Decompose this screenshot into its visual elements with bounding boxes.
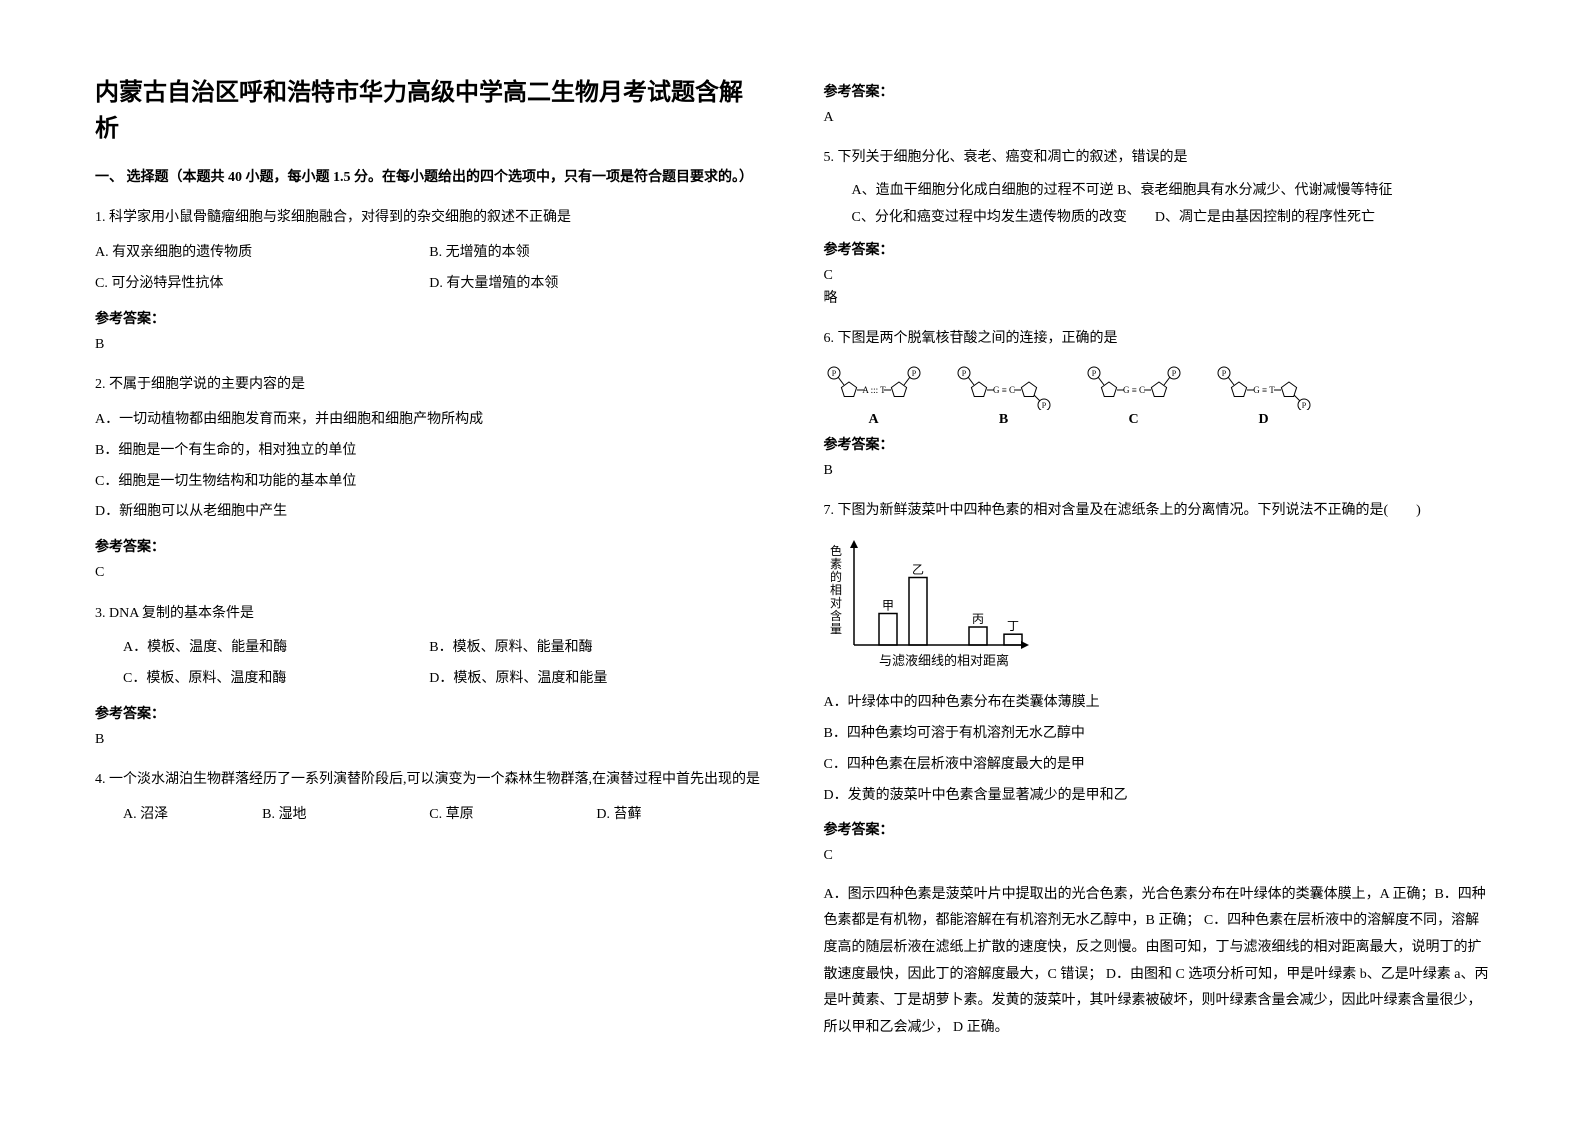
q1-text: 1. 科学家用小鼠骨髓瘤细胞与浆细胞融合，对得到的杂交细胞的叙述不正确是 xyxy=(95,203,764,234)
q7-answer: C xyxy=(824,845,1493,867)
answer-label: 参考答案： xyxy=(824,239,1493,259)
question-1: 1. 科学家用小鼠骨髓瘤细胞与浆细胞融合，对得到的杂交细胞的叙述不正确是 A. … xyxy=(95,203,764,299)
q3-option-b: B．模板、原料、能量和酶 xyxy=(429,633,763,664)
q1-answer: B xyxy=(95,334,764,356)
q2-text: 2. 不属于细胞学说的主要内容的是 xyxy=(95,370,764,401)
dna-unit-b: P G ≡ C P B xyxy=(954,365,1054,428)
svg-text:P: P xyxy=(961,369,966,378)
q4-option-c: C. 草原 xyxy=(429,800,596,831)
q7-option-a: A．叶绿体中的四种色素分布在类囊体薄膜上 xyxy=(824,688,1493,719)
dna-label: C xyxy=(1128,412,1138,428)
q2-option-c: C．细胞是一切生物结构和功能的基本单位 xyxy=(95,467,764,498)
svg-text:G ≡ C: G ≡ C xyxy=(1122,385,1144,395)
q5-text: 5. 下列关于细胞分化、衰老、癌变和凋亡的叙述，错误的是 xyxy=(824,143,1493,174)
q6-answer: B xyxy=(824,460,1493,482)
svg-text:G ≡ T: G ≡ T xyxy=(1253,385,1275,395)
q7-option-d: D．发黄的菠菜叶中色素含量显著减少的是甲和乙 xyxy=(824,781,1493,812)
q3-option-d: D．模板、原料、温度和能量 xyxy=(429,664,763,695)
q5-option-c: C、分化和癌变过程中均发生遗传物质的改变 xyxy=(852,210,1127,225)
pigment-bar-chart: 色素的相对含量 甲 乙丙丁与滤液细线的相对距离 xyxy=(824,535,1044,680)
question-2: 2. 不属于细胞学说的主要内容的是 A．一切动植物都由细胞发育而来，并由细胞和细… xyxy=(95,370,764,528)
answer-label: 参考答案： xyxy=(824,819,1493,839)
svg-text:对: 对 xyxy=(829,596,841,610)
answer-label: 参考答案： xyxy=(824,81,1493,101)
svg-text:P: P xyxy=(1221,369,1226,378)
dna-label: A xyxy=(868,412,878,428)
q2-answer: C xyxy=(95,562,764,584)
q3-answer: B xyxy=(95,729,764,751)
dna-unit-d: P G ≡ T P D xyxy=(1214,365,1314,428)
svg-text:P: P xyxy=(1301,401,1306,410)
q4-answer: A xyxy=(824,107,1493,129)
svg-text:丙: 丙 xyxy=(971,612,983,626)
q2-option-a: A．一切动植物都由细胞发育而来，并由细胞和细胞产物所构成 xyxy=(95,405,764,436)
q4-option-b: B. 湿地 xyxy=(262,800,429,831)
svg-text:P: P xyxy=(1091,369,1096,378)
svg-text:量: 量 xyxy=(829,622,841,636)
svg-text:相: 相 xyxy=(829,583,841,597)
q4-text: 4. 一个淡水湖泊生物群落经历了一系列演替阶段后,可以演变为一个森林生物群落,在… xyxy=(95,765,764,796)
q4-option-d: D. 苔藓 xyxy=(596,800,763,831)
q6-text: 6. 下图是两个脱氧核苷酸之间的连接，正确的是 xyxy=(824,324,1493,355)
question-6: 6. 下图是两个脱氧核苷酸之间的连接，正确的是 xyxy=(824,324,1493,355)
q3-text: 3. DNA 复制的基本条件是 xyxy=(95,599,764,630)
answer-label: 参考答案： xyxy=(824,434,1493,454)
q7-text: 7. 下图为新鲜菠菜叶中四种色素的相对含量及在滤纸条上的分离情况。下列说法不正确… xyxy=(824,496,1493,527)
answer-label: 参考答案： xyxy=(95,308,764,328)
q1-option-d: D. 有大量增殖的本领 xyxy=(429,269,763,300)
section-header: 一、 选择题（本题共 40 小题，每小题 1.5 分。在每小题给出的四个选项中，… xyxy=(95,167,764,189)
svg-text:A ::: T: A ::: T xyxy=(862,385,886,395)
answer-label: 参考答案： xyxy=(95,703,764,723)
svg-text:含: 含 xyxy=(829,608,841,623)
exam-title: 内蒙古自治区呼和浩特市华力高级中学高二生物月考试题含解析 xyxy=(95,75,764,147)
left-column: 内蒙古自治区呼和浩特市华力高级中学高二生物月考试题含解析 一、 选择题（本题共 … xyxy=(95,75,764,1047)
svg-text:P: P xyxy=(1171,369,1176,378)
svg-text:甲: 甲 xyxy=(881,599,893,613)
q2-option-d: D．新细胞可以从老细胞中产生 xyxy=(95,497,764,528)
q5-answer: C 略 xyxy=(824,265,1493,310)
answer-label: 参考答案： xyxy=(95,536,764,556)
q5-option-b: B、衰老细胞具有水分减少、代谢减慢等特征 xyxy=(1117,183,1392,198)
svg-text:P: P xyxy=(831,369,836,378)
svg-text:素: 素 xyxy=(829,557,841,571)
svg-text:与滤液细线的相对距离: 与滤液细线的相对距离 xyxy=(878,653,1008,668)
right-column: 参考答案： A 5. 下列关于细胞分化、衰老、癌变和凋亡的叙述，错误的是 A、造… xyxy=(824,75,1493,1047)
svg-text:丁: 丁 xyxy=(1006,619,1018,633)
q2-option-b: B．细胞是一个有生命的，相对独立的单位 xyxy=(95,436,764,467)
question-7: 7. 下图为新鲜菠菜叶中四种色素的相对含量及在滤纸条上的分离情况。下列说法不正确… xyxy=(824,496,1493,527)
q7-explanation: A．图示四种色素是菠菜叶片中提取出的光合色素，光合色素分布在叶绿体的类囊体膜上，… xyxy=(824,882,1493,1042)
q1-option-b: B. 无增殖的本领 xyxy=(429,238,763,269)
dna-label: B xyxy=(999,412,1008,428)
question-4: 4. 一个淡水湖泊生物群落经历了一系列演替阶段后,可以演变为一个森林生物群落,在… xyxy=(95,765,764,831)
q7-option-c: C．四种色素在层析液中溶解度最大的是甲 xyxy=(824,750,1493,781)
q5-option-a: A、造血干细胞分化成白细胞的过程不可逆 xyxy=(852,183,1114,198)
q3-option-a: A．模板、温度、能量和酶 xyxy=(95,633,429,664)
svg-text:色: 色 xyxy=(829,544,841,558)
dna-unit-c: P G ≡ C P C xyxy=(1084,365,1184,428)
q4-option-a: A. 沼泽 xyxy=(95,800,262,831)
svg-text:乙: 乙 xyxy=(911,563,923,577)
q7-option-b: B．四种色素均可溶于有机溶剂无水乙醇中 xyxy=(824,719,1493,750)
dna-unit-a: PA ::: T PA xyxy=(824,365,924,428)
question-5: 5. 下列关于细胞分化、衰老、癌变和凋亡的叙述，错误的是 A、造血干细胞分化成白… xyxy=(824,143,1493,231)
q7-options: A．叶绿体中的四种色素分布在类囊体薄膜上 B．四种色素均可溶于有机溶剂无水乙醇中… xyxy=(824,688,1493,811)
q5-option-d: D、凋亡是由基因控制的程序性死亡 xyxy=(1155,210,1375,225)
svg-text:的: 的 xyxy=(829,569,841,584)
dna-diagram-row: PA ::: TPAPG ≡ CPBPG ≡ CPCPG ≡ TPD xyxy=(824,365,1493,428)
q1-option-c: C. 可分泌特异性抗体 xyxy=(95,269,429,300)
question-3: 3. DNA 复制的基本条件是 A．模板、温度、能量和酶 B．模板、原料、能量和… xyxy=(95,599,764,695)
dna-label: D xyxy=(1258,412,1268,428)
svg-text:P: P xyxy=(911,369,916,378)
q1-option-a: A. 有双亲细胞的遗传物质 xyxy=(95,238,429,269)
q3-option-c: C．模板、原料、温度和酶 xyxy=(95,664,429,695)
svg-text:P: P xyxy=(1041,401,1046,410)
svg-text:G ≡ C: G ≡ C xyxy=(992,385,1014,395)
